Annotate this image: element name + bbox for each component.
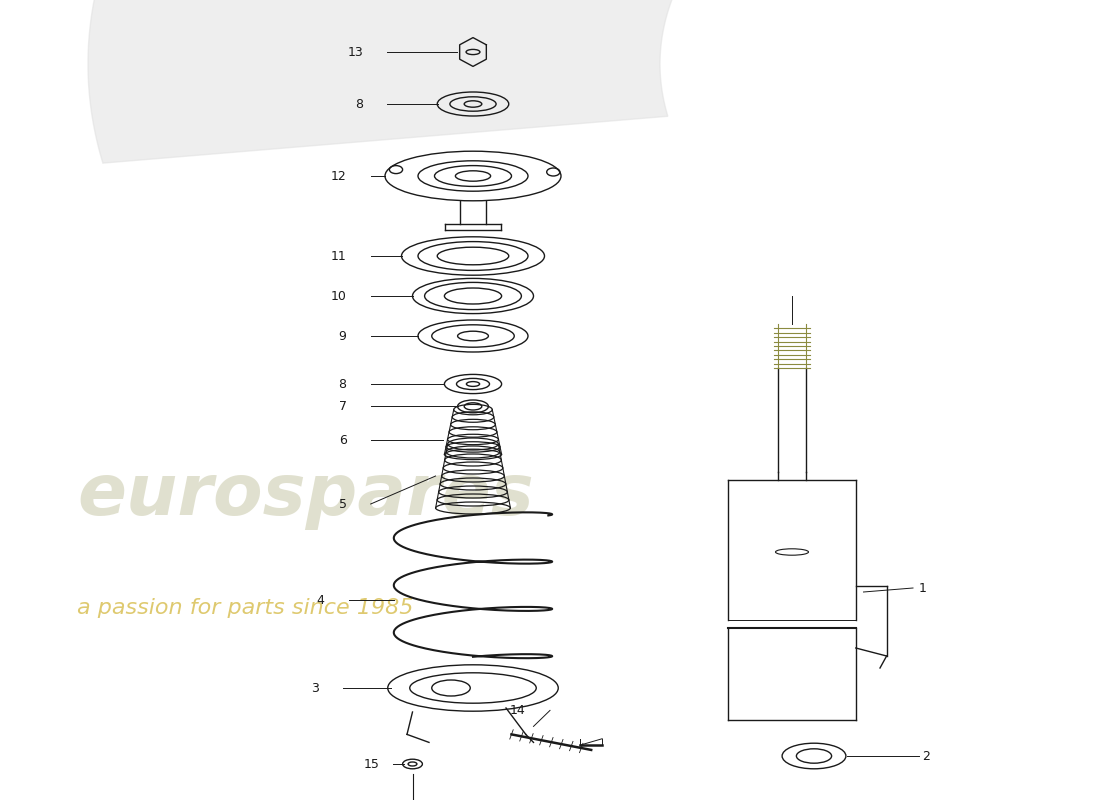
Text: 9: 9 xyxy=(339,330,346,342)
Text: eurospares: eurospares xyxy=(77,462,534,530)
Text: 13: 13 xyxy=(348,46,363,58)
Text: 3: 3 xyxy=(311,682,319,694)
Text: 5: 5 xyxy=(339,498,346,510)
Text: 12: 12 xyxy=(331,170,346,182)
Text: 8: 8 xyxy=(339,378,346,390)
Text: 8: 8 xyxy=(355,98,363,110)
Text: a passion for parts since 1985: a passion for parts since 1985 xyxy=(77,598,414,618)
Text: 7: 7 xyxy=(339,400,346,413)
Text: 15: 15 xyxy=(364,758,380,770)
Text: 14: 14 xyxy=(510,704,526,717)
Text: 10: 10 xyxy=(331,290,346,302)
Text: 1: 1 xyxy=(918,582,926,594)
Text: 4: 4 xyxy=(317,594,324,606)
Text: 6: 6 xyxy=(339,434,346,446)
Text: 2: 2 xyxy=(922,750,930,762)
Polygon shape xyxy=(88,0,1100,163)
Text: 11: 11 xyxy=(331,250,346,262)
